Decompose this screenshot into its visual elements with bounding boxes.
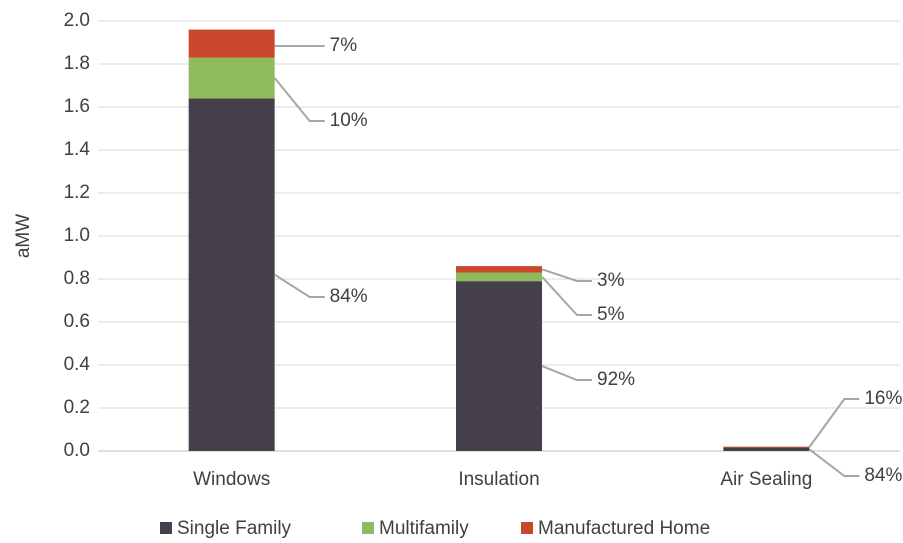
y-tick-label: 2.0 xyxy=(64,10,90,31)
leader-line xyxy=(273,77,325,122)
legend-label: Manufactured Home xyxy=(538,518,710,539)
leader-line xyxy=(541,268,592,282)
x-tick-label: Air Sealing xyxy=(720,469,812,490)
percent-label: 3% xyxy=(597,270,625,291)
leader-line xyxy=(808,398,860,448)
y-tick-label: 1.0 xyxy=(64,225,90,246)
bar-segment xyxy=(723,447,810,451)
y-tick-label: 0.2 xyxy=(64,397,90,418)
bar-segment xyxy=(188,57,275,99)
y-tick-label: 0.0 xyxy=(64,440,90,461)
bar-segment xyxy=(456,266,542,273)
legend-label: Single Family xyxy=(177,518,292,539)
legend-label: Multifamily xyxy=(379,518,469,539)
percent-label: 10% xyxy=(330,110,368,131)
y-axis-title: aMW xyxy=(13,214,34,258)
y-tick-label: 1.6 xyxy=(64,96,90,117)
x-tick-label: Windows xyxy=(193,469,270,490)
bar-segment xyxy=(723,446,810,448)
leader-line xyxy=(274,273,325,298)
percent-label: 16% xyxy=(864,388,902,409)
x-tick-label: Insulation xyxy=(458,469,539,490)
y-tick-label: 1.2 xyxy=(64,182,90,203)
leader-line xyxy=(541,365,592,381)
y-tick-label: 1.8 xyxy=(64,53,90,74)
legend-swatch xyxy=(362,522,374,534)
percent-label: 84% xyxy=(864,465,902,486)
y-tick-label: 0.8 xyxy=(64,268,90,289)
percent-label: 92% xyxy=(597,369,635,390)
bar-segment xyxy=(188,98,275,452)
percent-label: 5% xyxy=(597,304,625,325)
leader-line xyxy=(541,276,592,316)
percent-label: 7% xyxy=(330,35,358,56)
bar-segment xyxy=(456,272,542,282)
y-tick-label: 1.4 xyxy=(64,139,91,160)
legend-swatch xyxy=(160,522,172,534)
y-tick-label: 0.4 xyxy=(64,354,91,375)
leader-line xyxy=(808,448,860,477)
y-tick-label: 0.6 xyxy=(64,311,90,332)
bar-segment xyxy=(188,29,275,58)
legend-swatch xyxy=(521,522,533,534)
bar-segment xyxy=(456,281,542,451)
percent-label: 84% xyxy=(330,286,368,307)
